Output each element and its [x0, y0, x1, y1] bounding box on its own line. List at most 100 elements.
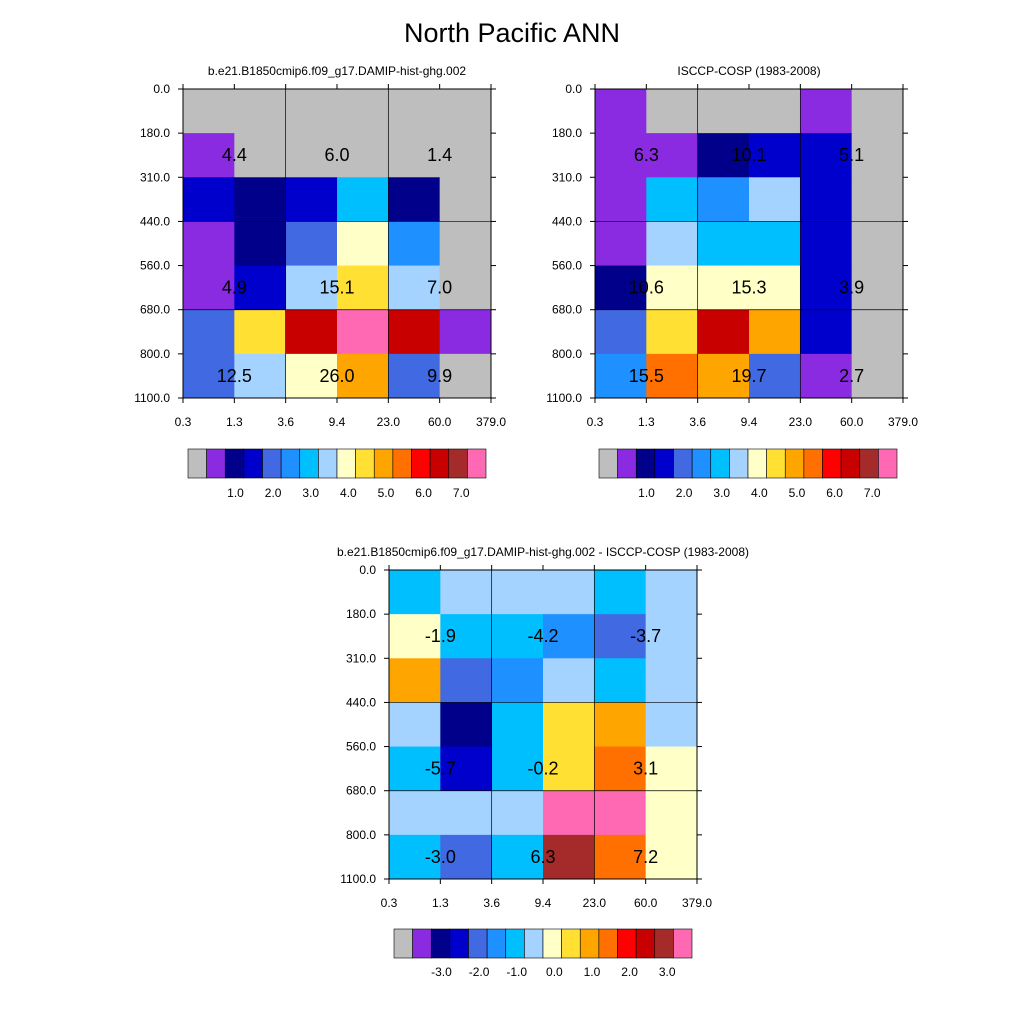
heatmap-cell: [234, 221, 287, 267]
heatmap-cell: [595, 353, 647, 399]
heatmap-cell: [800, 309, 853, 355]
y-tick-label: 560.0: [552, 259, 582, 273]
heatmap-cell: [645, 790, 698, 836]
y-tick-label: 440.0: [552, 214, 582, 228]
colorbar-swatch: [542, 928, 562, 959]
heatmap-cell: [183, 309, 235, 355]
heatmap-cell: [800, 177, 853, 222]
colorbar-swatch: [654, 448, 674, 479]
colorbar-label: 3.0: [713, 486, 730, 500]
colorbar-swatch: [393, 928, 413, 959]
colorbar-label: 7.0: [864, 486, 881, 500]
heatmap-cell: [388, 89, 441, 134]
cell-value-label: 26.0: [319, 366, 354, 386]
panel-title: b.e21.B1850cmip6.f09_g17.DAMIP-hist-ghg.…: [337, 545, 749, 559]
heatmap-cell: [491, 658, 544, 703]
colorbar-label: 4.0: [340, 486, 357, 500]
colorbar-swatch: [691, 448, 712, 479]
colorbar: -3.0 -2.0 -1.0 0.0 1.0 2.0 3.0: [393, 928, 693, 979]
heatmap-cell: [697, 353, 750, 399]
heatmap-cell: [234, 177, 287, 222]
heatmap-cell: [594, 570, 647, 615]
heatmap-cell: [645, 614, 698, 659]
heatmap-cell: [388, 133, 441, 178]
heatmap-cell: [491, 702, 544, 748]
x-tick-label: 3.6: [277, 415, 294, 429]
cell-value-label: 4.4: [222, 145, 247, 165]
colorbar-swatch: [635, 448, 656, 479]
heatmap-cell: [234, 265, 287, 311]
cell-value-label: 19.7: [731, 366, 766, 386]
heatmap-cell: [543, 790, 595, 836]
heatmap-cell: [645, 702, 698, 748]
heatmap-cell: [337, 265, 389, 311]
heatmap-cell: [749, 309, 801, 355]
heatmap-cell: [697, 133, 750, 178]
heatmap-cell: [697, 177, 750, 222]
colorbar-label: 6.0: [826, 486, 843, 500]
heatmap-cell: [851, 221, 904, 267]
heatmap-cell: [440, 658, 493, 703]
colorbar-label: -2.0: [469, 965, 490, 979]
heatmap-cell: [389, 570, 441, 615]
heatmap-cell: [491, 790, 544, 836]
heatmap-cell: [851, 265, 904, 311]
heatmap-cell: [183, 353, 235, 399]
heatmap-cell: [697, 221, 750, 267]
x-tick-label: 9.4: [329, 415, 346, 429]
cell-value-label: 4.9: [222, 278, 247, 298]
heatmap-cell: [543, 834, 595, 880]
heatmap-cell: [851, 133, 904, 178]
heatmap-cell: [543, 570, 595, 615]
heatmap-cell: [439, 89, 492, 134]
x-tick-label: 60.0: [428, 415, 452, 429]
heatmap-cell: [646, 265, 699, 311]
heatmap-cell: [389, 834, 441, 880]
cell-value-label: 5.1: [839, 145, 864, 165]
x-tick-label: 0.3: [175, 415, 192, 429]
heatmap-cell: [749, 89, 801, 134]
colorbar-swatch: [206, 448, 226, 479]
panel-title: ISCCP-COSP (1983-2008): [677, 64, 820, 78]
heatmap-cell: [646, 177, 699, 222]
cell-value-label: -0.2: [527, 759, 558, 779]
heatmap-cell: [388, 221, 441, 267]
colorbar-label: 2.0: [676, 486, 693, 500]
heatmap-cell: [337, 177, 389, 222]
colorbar-swatch: [486, 928, 507, 959]
colorbar-label: 5.0: [789, 486, 806, 500]
heatmap-cell: [388, 177, 441, 222]
heatmap-cell: [285, 353, 338, 399]
heatmap-cell: [800, 353, 853, 399]
heatmap-cell: [440, 614, 493, 659]
y-tick-label: 0.0: [359, 563, 376, 577]
y-tick-label: 0.0: [565, 82, 582, 96]
colorbar-swatch: [280, 448, 301, 479]
colorbar-swatch: [524, 928, 544, 959]
heatmap-cell: [285, 133, 338, 178]
heatmap-cell: [389, 614, 441, 659]
colorbar-swatch: [449, 928, 469, 959]
heatmap-cell: [594, 834, 647, 880]
cell-value-label: 6.3: [530, 847, 555, 867]
y-tick-label: 1100.0: [134, 391, 170, 405]
colorbar-swatch: [878, 448, 898, 479]
heatmap-cell: [440, 702, 493, 748]
x-tick-label: 60.0: [634, 896, 658, 910]
heatmap-cell: [234, 309, 287, 355]
colorbar-swatch: [411, 448, 431, 479]
colorbar-swatch: [412, 928, 432, 959]
heatmap-cell: [389, 746, 441, 792]
heatmap-cell: [337, 133, 389, 178]
heatmap-cell: [440, 834, 493, 880]
heatmap-cell: [389, 790, 441, 836]
heatmap-cell: [697, 309, 750, 355]
heatmap-cell: [491, 834, 544, 880]
colorbar-label: -3.0: [431, 965, 452, 979]
heatmap-panel-2: ISCCP-COSP (1983-2008) 0.3 1.3 3.6 9.4 23.0 60…: [546, 64, 918, 500]
heatmap-cell: [183, 177, 235, 222]
colorbar-swatch: [429, 448, 450, 479]
heatmap-cell: [337, 221, 389, 267]
x-tick-label: 379.0: [476, 415, 506, 429]
heatmap-cell: [337, 353, 389, 399]
